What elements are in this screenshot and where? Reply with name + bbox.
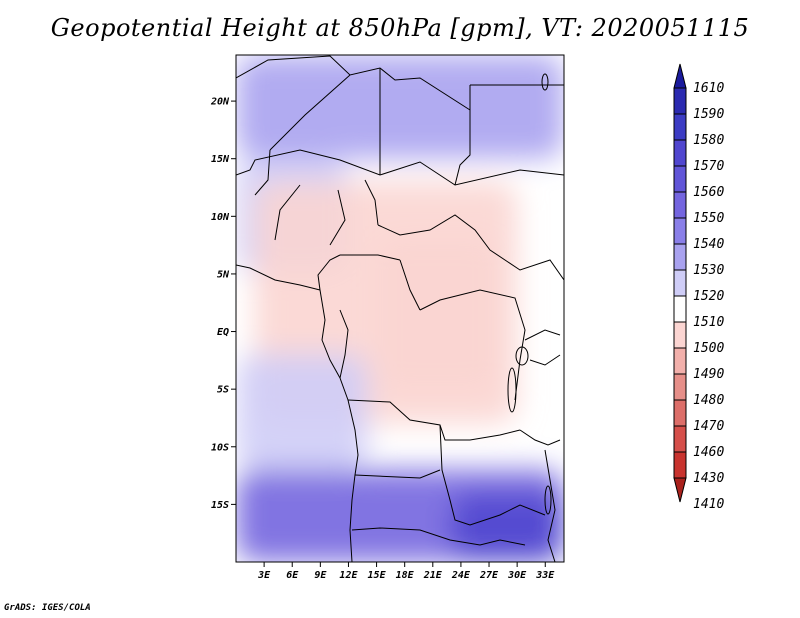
x-tick-label: 15E — [368, 570, 387, 581]
lake-outline — [507, 367, 517, 413]
map-frame — [235, 54, 565, 563]
border-line — [236, 149, 564, 186]
colorbar-segment — [673, 399, 687, 427]
colorbar-segment — [673, 451, 687, 479]
colorbar-label: 1520 — [693, 289, 724, 304]
border-line — [454, 85, 471, 186]
colorbar-segment — [673, 191, 687, 219]
y-tick-label: 15S — [211, 500, 229, 511]
border-line — [347, 399, 521, 441]
colorbar-top-arrow — [673, 63, 687, 89]
field-southeast-max — [451, 492, 564, 562]
x-axis: 3E 6E 9E 12E 15E 18E 21E 24E 27E 30E 33E — [257, 562, 555, 581]
x-tick-label: 33E — [535, 570, 555, 581]
border-line — [351, 527, 526, 546]
border-line — [236, 264, 321, 291]
field-congo-basin — [376, 239, 499, 390]
colorbar-label: 1530 — [693, 263, 724, 278]
x-tick-label: 27E — [479, 570, 499, 581]
border-line — [399, 259, 421, 311]
footer-credit: GrADS: IGES/COLA — [4, 603, 91, 613]
colorbar-label: 1500 — [693, 341, 724, 356]
border-line — [269, 74, 351, 151]
border-line — [419, 289, 526, 401]
colorbar-label: 1410 — [693, 497, 724, 512]
border-line — [254, 149, 271, 196]
border-line — [354, 469, 441, 479]
border-line — [377, 214, 564, 281]
y-tick-label: 15N — [211, 154, 230, 165]
x-tick-label: 3E — [257, 570, 271, 581]
border-line — [519, 429, 561, 446]
colorbar-label: 1570 — [693, 159, 724, 174]
x-tick-label: 24E — [451, 570, 471, 581]
y-tick-label: 10S — [211, 442, 229, 453]
colorbar-label: 1580 — [693, 133, 724, 148]
colorbar-segment — [673, 373, 687, 401]
colorbar: 1610 1590 1580 1570 1560 1550 1540 1530 1520 1510… — [673, 63, 724, 512]
colorbar-label: 1470 — [693, 419, 724, 434]
colorbar-label: 1560 — [693, 185, 724, 200]
colorbar-label: 1610 — [693, 81, 724, 96]
y-tick-label: 20N — [210, 97, 230, 108]
field-layer — [236, 55, 564, 562]
colorbar-segment — [673, 269, 687, 297]
colorbar-label: 1460 — [693, 445, 724, 460]
colorbar-segment — [673, 425, 687, 453]
map-area — [235, 54, 565, 563]
colorbar-segment — [673, 217, 687, 245]
border-line — [274, 184, 301, 241]
country-borders — [236, 55, 564, 562]
border-line — [524, 329, 561, 341]
colorbar-bottom-arrow — [673, 477, 687, 503]
border-line — [340, 254, 401, 261]
colorbar-segment — [673, 87, 687, 115]
y-tick-label: 5N — [217, 269, 230, 280]
x-tick-label: 9E — [314, 570, 327, 581]
border-line — [236, 55, 471, 111]
colorbar-label: 1430 — [693, 471, 724, 486]
colorbar-segment — [673, 243, 687, 271]
x-tick-label: 6E — [286, 570, 299, 581]
lake-outline — [515, 346, 529, 366]
lake-outline — [544, 485, 552, 515]
y-tick-label: 5S — [217, 385, 229, 396]
border-line — [339, 309, 349, 379]
border-line — [364, 179, 379, 226]
x-tick-label: 21E — [423, 570, 443, 581]
chart-title: Geopotential Height at 850hPa [gpm], VT:… — [50, 14, 750, 42]
x-tick-label: 30E — [507, 570, 527, 581]
colorbar-segment — [673, 295, 687, 323]
field-south-west — [236, 354, 368, 470]
colorbar-label: 1590 — [693, 107, 724, 122]
colorbar-segment — [673, 165, 687, 193]
border-line — [317, 254, 341, 291]
y-tick-label: 10N — [211, 212, 230, 223]
x-tick-label: 18E — [396, 570, 415, 581]
y-tick-label: EQ — [217, 327, 229, 338]
colorbar-segment — [673, 113, 687, 141]
border-line — [329, 189, 346, 246]
y-axis: 20N 15N 10N 5N EQ 5S 10S 15S — [210, 97, 236, 511]
colorbar-label: 1550 — [693, 211, 724, 226]
colorbar-label: 1480 — [693, 393, 724, 408]
colorbar-label: 1490 — [693, 367, 724, 382]
colorbar-label: 1540 — [693, 237, 724, 252]
field-sahara-north — [236, 55, 564, 159]
colorbar-segment — [673, 321, 687, 349]
colorbar-segment — [673, 347, 687, 375]
border-line — [544, 449, 556, 562]
lake-outline — [541, 73, 549, 91]
colorbar-segment — [673, 139, 687, 167]
colorbar-label: 1510 — [693, 315, 724, 330]
border-line — [319, 289, 359, 562]
border-line — [529, 354, 561, 366]
border-line — [439, 424, 546, 526]
x-tick-label: 12E — [339, 570, 358, 581]
